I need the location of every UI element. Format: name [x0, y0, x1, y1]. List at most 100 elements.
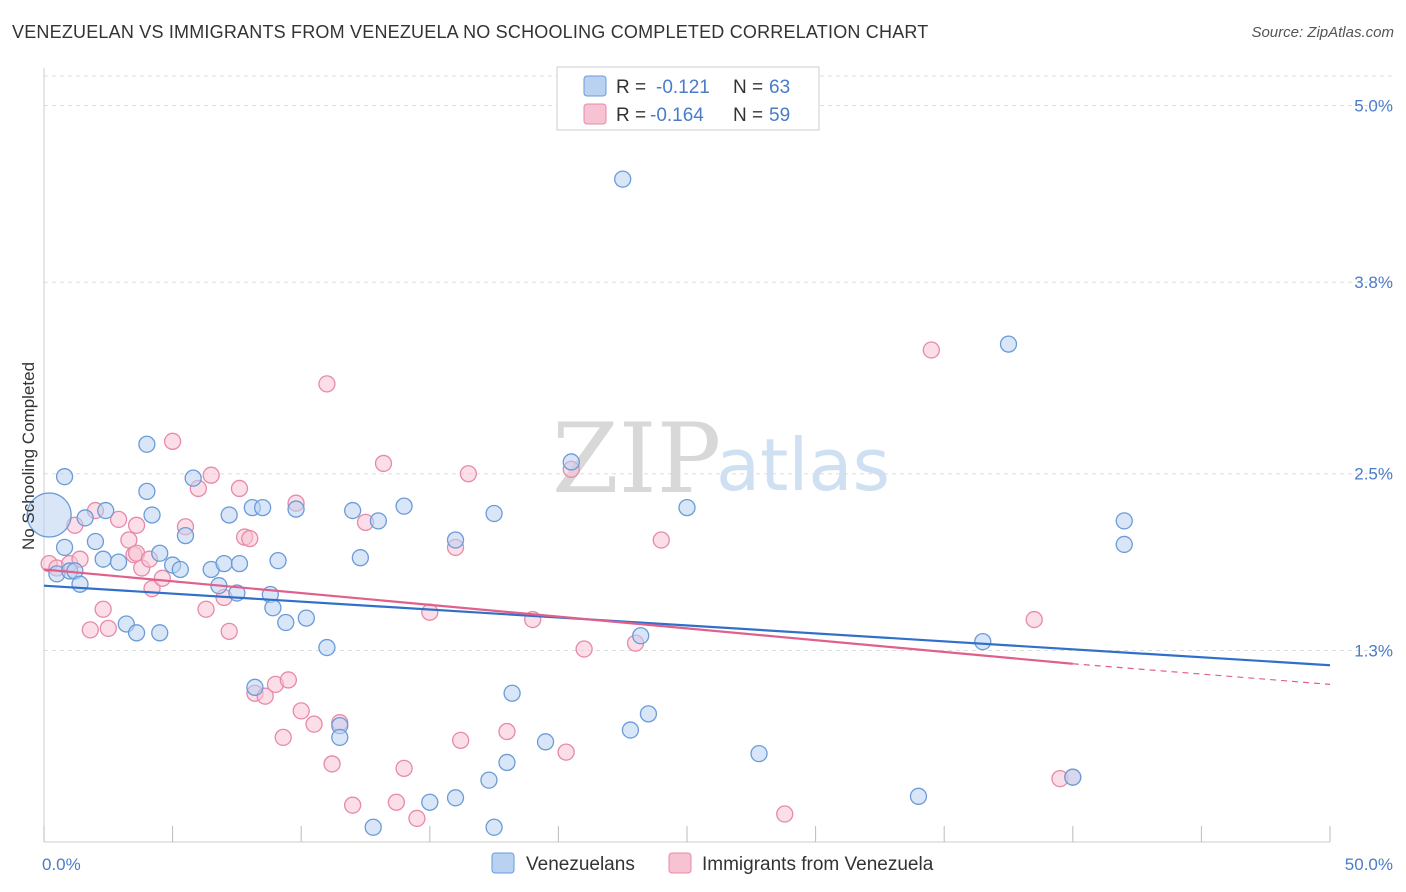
- point-venezuelans: [503, 684, 521, 702]
- point-immigrants: [202, 466, 220, 484]
- point-immigrants: [109, 510, 128, 529]
- point-venezuelans: [151, 544, 169, 562]
- point-venezuelans: [127, 624, 146, 642]
- series-legend: Venezuelans Immigrants from Venezuela: [491, 852, 934, 875]
- point-venezuelans: [351, 549, 370, 567]
- point-immigrants: [279, 671, 297, 689]
- point-immigrants: [153, 569, 171, 587]
- point-venezuelans: [97, 501, 115, 520]
- y-axis-label: No Schooling Completed: [19, 362, 38, 550]
- point-venezuelans: [26, 492, 72, 538]
- legend-r-label: R =: [616, 77, 646, 98]
- legend-r-label: R =: [616, 105, 646, 126]
- point-venezuelans: [269, 551, 287, 570]
- trend-line-venezuelans: [43, 584, 1331, 667]
- point-immigrants: [459, 465, 478, 483]
- point-immigrants: [318, 375, 336, 393]
- point-immigrants: [498, 722, 516, 741]
- data-points: [26, 170, 1133, 836]
- point-immigrants: [230, 479, 249, 498]
- point-immigrants: [408, 809, 426, 828]
- point-venezuelans: [76, 509, 94, 527]
- point-venezuelans: [71, 575, 89, 593]
- point-immigrants: [421, 603, 439, 621]
- point-immigrants: [395, 759, 413, 777]
- axes: [43, 68, 1331, 843]
- point-immigrants: [557, 743, 575, 761]
- point-venezuelans: [999, 335, 1018, 353]
- point-venezuelans: [55, 468, 74, 486]
- x-tick-label: 0.0%: [42, 855, 81, 874]
- x-tick-label: 50.0%: [1345, 855, 1393, 874]
- point-venezuelans: [331, 728, 349, 747]
- point-venezuelans: [498, 753, 516, 772]
- point-immigrants: [163, 432, 182, 450]
- series-label-immigrants: Immigrants from Venezuela: [702, 854, 934, 875]
- point-immigrants: [94, 600, 112, 618]
- point-immigrants: [197, 600, 215, 618]
- point-venezuelans: [343, 501, 362, 520]
- point-venezuelans: [1064, 768, 1082, 786]
- point-venezuelans: [220, 506, 238, 524]
- trend-line-immigrants-extension: [1072, 663, 1331, 685]
- y-tick-label: 5.0%: [1354, 96, 1393, 115]
- point-immigrants: [323, 755, 341, 773]
- point-immigrants: [292, 702, 310, 720]
- watermark-atlas: atlas: [716, 423, 890, 507]
- point-immigrants: [220, 622, 238, 640]
- point-immigrants: [776, 805, 794, 823]
- legend-swatch-pink: [583, 103, 607, 125]
- point-immigrants: [652, 531, 670, 549]
- legend-n-label: N =: [733, 105, 763, 126]
- series-label-venezuelans: Venezuelans: [526, 854, 635, 875]
- point-immigrants: [575, 640, 593, 658]
- point-immigrants: [274, 728, 292, 747]
- point-venezuelans: [287, 500, 305, 518]
- point-venezuelans: [395, 497, 413, 515]
- point-immigrants: [343, 796, 362, 814]
- point-immigrants: [241, 529, 259, 548]
- point-venezuelans: [94, 550, 112, 568]
- chart-title: VENEZUELAN VS IMMIGRANTS FROM VENEZUELA …: [12, 22, 929, 42]
- point-venezuelans: [974, 633, 992, 651]
- point-immigrants: [99, 619, 117, 638]
- point-venezuelans: [151, 624, 169, 642]
- point-venezuelans: [138, 482, 156, 501]
- point-venezuelans: [639, 705, 658, 723]
- series-swatch-immigrants: [668, 852, 692, 874]
- point-venezuelans: [1115, 535, 1133, 554]
- point-venezuelans: [485, 504, 503, 523]
- point-immigrants: [387, 793, 406, 811]
- point-immigrants: [81, 621, 99, 639]
- point-venezuelans: [614, 170, 632, 188]
- legend-n-label: N =: [733, 77, 763, 98]
- point-venezuelans: [909, 787, 928, 805]
- point-venezuelans: [446, 789, 465, 807]
- trend-lines: [43, 568, 1331, 685]
- point-venezuelans: [215, 554, 233, 573]
- point-venezuelans: [297, 609, 315, 627]
- point-venezuelans: [55, 538, 74, 557]
- point-venezuelans: [253, 498, 272, 517]
- source-credit: Source: ZipAtlas.com: [1251, 24, 1394, 41]
- legend-n-value: 63: [769, 77, 790, 98]
- point-venezuelans: [138, 435, 156, 453]
- point-venezuelans: [318, 638, 336, 657]
- legend-r-value: -0.121: [656, 77, 710, 98]
- legend-r-value: -0.164: [650, 105, 704, 126]
- point-venezuelans: [264, 599, 282, 617]
- point-venezuelans: [109, 553, 128, 571]
- point-immigrants: [127, 516, 146, 534]
- point-venezuelans: [143, 506, 161, 524]
- y-tick-label: 1.3%: [1354, 642, 1393, 661]
- point-venezuelans: [369, 512, 388, 530]
- trend-line-immigrants: [43, 568, 1073, 665]
- point-immigrants: [305, 715, 323, 733]
- series-swatch-venezuelans: [491, 852, 515, 874]
- y-tick-label: 2.5%: [1354, 465, 1393, 484]
- point-venezuelans: [536, 733, 555, 751]
- point-immigrants: [452, 731, 470, 750]
- point-venezuelans: [485, 818, 503, 836]
- point-venezuelans: [1115, 512, 1133, 530]
